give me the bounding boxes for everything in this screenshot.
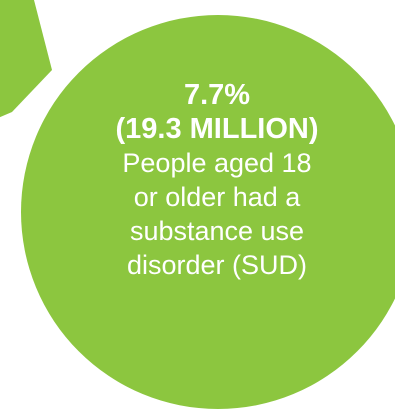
stat-description-line-4: disorder (SUD)	[126, 250, 308, 280]
stat-description-line-2: or older had a	[133, 182, 301, 212]
stat-count: (19.3 MILLION)	[115, 113, 319, 145]
stat-description-line-3: substance use	[129, 216, 305, 246]
stat-percentage: 7.7%	[183, 79, 251, 111]
stat-description-line-1: People aged 18	[122, 148, 312, 178]
callout-pointer	[0, 0, 52, 118]
stat-text-block: 7.7% (19.3 MILLION) People aged 18 or ol…	[52, 78, 382, 282]
main-stat-circle	[21, 15, 395, 409]
